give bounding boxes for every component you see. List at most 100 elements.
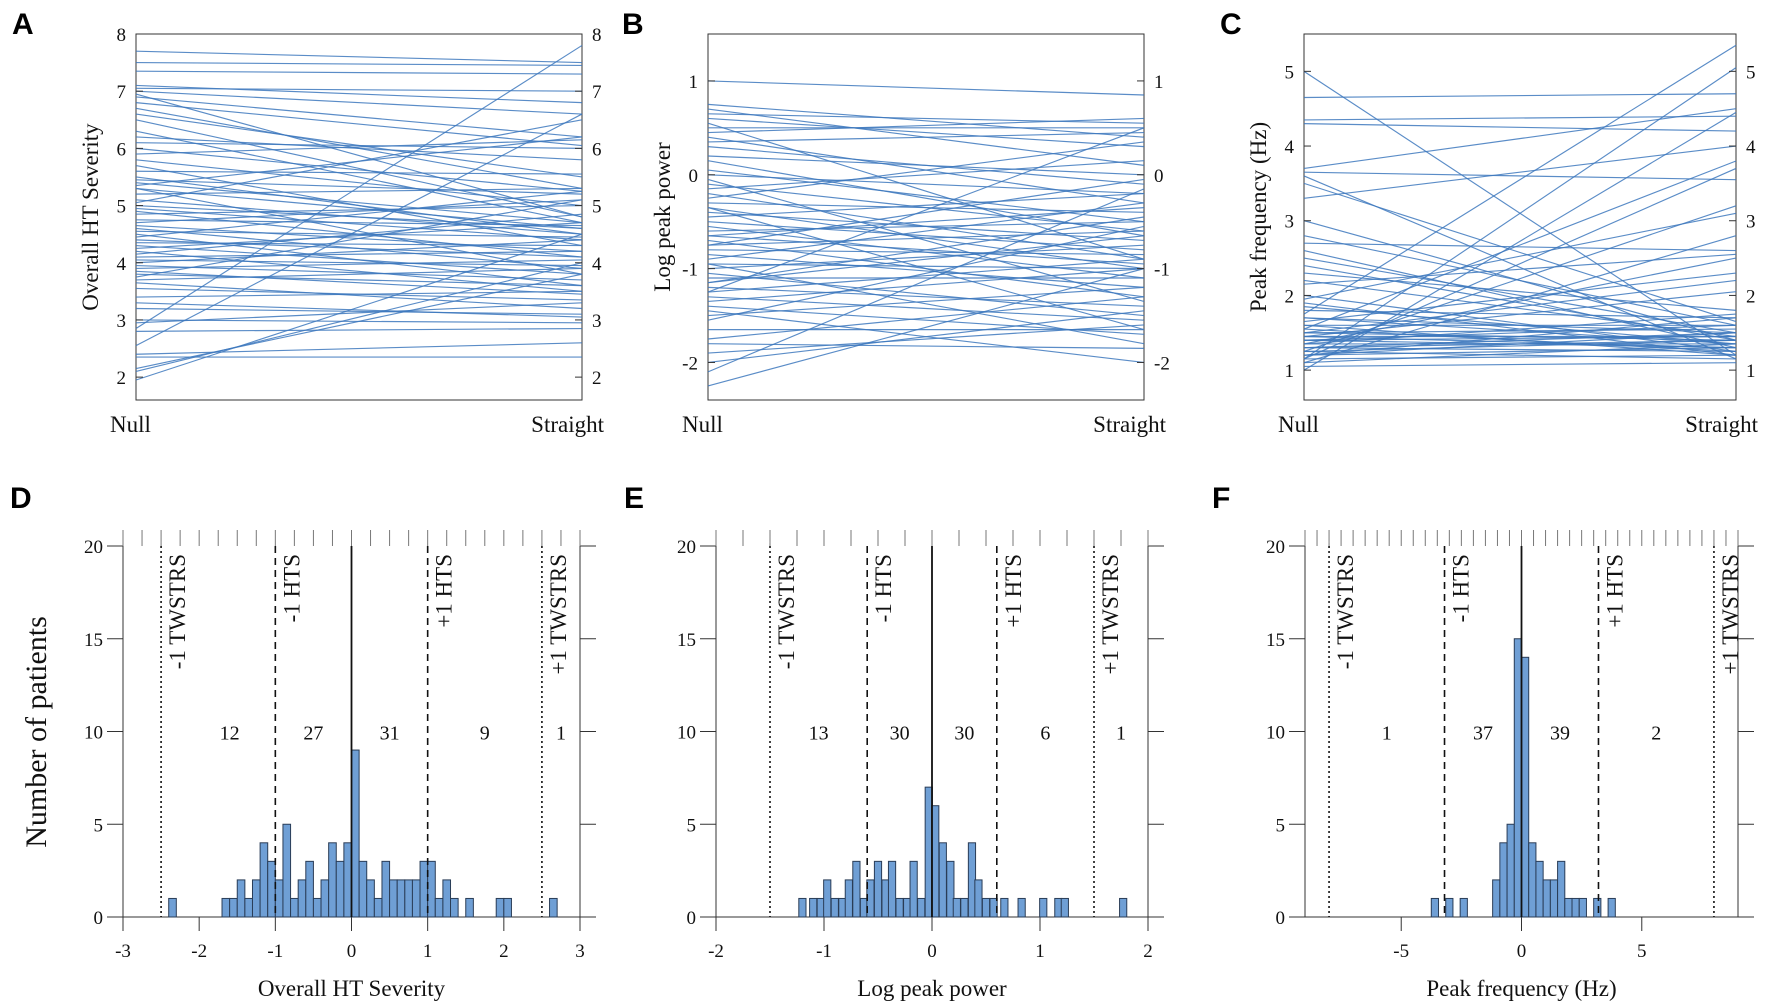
patient-line-14 — [707, 141, 1145, 199]
ytick-label-left: 3 — [1285, 212, 1295, 233]
patient-line-14 — [135, 147, 583, 192]
ytick-label: 15 — [84, 630, 103, 651]
region-count: 30 — [954, 723, 974, 745]
panel-label-e: E — [624, 482, 644, 515]
patient-line-48 — [1303, 328, 1737, 353]
patient-line-65 — [135, 270, 583, 295]
ytick-label-right: 0 — [1154, 166, 1164, 187]
histogram-bar-36 — [549, 897, 558, 918]
ytick-label: 10 — [1266, 723, 1285, 744]
histogram-bar-25 — [974, 879, 983, 918]
patient-line-30 — [1303, 335, 1737, 341]
patient-line-69 — [135, 199, 583, 278]
xtick-label: 2 — [1143, 941, 1153, 962]
patient-line-44 — [135, 259, 583, 270]
ytick-label-right: 3 — [592, 311, 602, 332]
ytick-label: 0 — [1276, 908, 1286, 929]
ytick-label-left: 2 — [117, 368, 127, 389]
patient-line-40 — [1303, 354, 1737, 360]
patient-line-41 — [1303, 67, 1737, 360]
patient-line-34 — [1303, 347, 1737, 353]
histogram-bar-7 — [1513, 638, 1522, 918]
histogram-bar-19 — [351, 749, 360, 918]
patient-line-62 — [135, 187, 583, 275]
xcat-null: Null — [1278, 412, 1319, 437]
histogram-bar-12 — [1549, 879, 1559, 918]
patient-line-4 — [707, 113, 1145, 124]
region-count: 9 — [480, 723, 490, 745]
xcat-straight: Straight — [1093, 412, 1166, 437]
patient-line-36 — [1303, 339, 1737, 353]
patient-line-42 — [135, 239, 583, 264]
patient-line-39 — [707, 225, 1145, 321]
patient-line-57 — [707, 131, 1145, 143]
patient-line-33 — [707, 286, 1145, 307]
panel-b: B -2 -2 -1 -1 0 0 1 1 Null Straight Log peak power — [622, 8, 1170, 437]
patient-line-41 — [707, 296, 1145, 340]
threshold-label: -1 TWSTRS — [774, 554, 799, 669]
ytick-label-left: 0 — [689, 166, 699, 187]
patient-line-54 — [707, 310, 1145, 364]
ytick-label-left: 4 — [1285, 137, 1295, 158]
histogram-bar-20 — [938, 842, 947, 918]
xcat-null: Null — [110, 412, 151, 437]
histogram-bar-13 — [305, 860, 314, 918]
histogram-bar-5 — [830, 897, 839, 918]
histogram-bar-7 — [259, 842, 269, 918]
histogram-bar-34 — [495, 897, 505, 918]
ytick-label: 0 — [94, 908, 104, 929]
ylabel: Peak frequency (Hz) — [1246, 122, 1271, 312]
patient-line-18 — [1303, 212, 1737, 300]
ytick-label-right: 7 — [592, 82, 602, 103]
patient-line-59 — [1303, 167, 1737, 360]
histogram-bar-4 — [236, 879, 246, 918]
panel-f: F 0 5 10 15 20 -5 0 5 -1 TWSTRS -1 HTS +1 HTS +1 TWS… — [1212, 482, 1754, 1001]
patient-line-51 — [707, 207, 1145, 237]
histogram-bar-23 — [381, 860, 391, 918]
histogram-bar-9 — [274, 879, 284, 918]
histogram-bar-16 — [1578, 897, 1587, 918]
histogram-bar-11 — [873, 860, 883, 918]
patient-line-15 — [707, 202, 1145, 213]
patient-line-42 — [707, 343, 1145, 349]
patient-line-28 — [1303, 291, 1737, 338]
patient-line-24 — [707, 230, 1145, 246]
patient-line-68 — [135, 130, 583, 224]
histogram-bar-31 — [442, 879, 452, 918]
histogram-bar-9 — [1528, 842, 1537, 918]
ytick-label-right: 4 — [1746, 137, 1756, 158]
patient-line-48 — [707, 160, 1145, 237]
xtick-label: 1 — [1035, 941, 1045, 962]
histogram-bar-14 — [895, 897, 904, 918]
patient-line-2 — [135, 62, 583, 67]
patient-line-34 — [707, 258, 1145, 293]
patient-line-25 — [1303, 160, 1737, 330]
ylabel: Log peak power — [650, 142, 675, 292]
histogram-bar-8 — [267, 860, 276, 918]
histogram-bar-2 — [809, 897, 818, 918]
patient-line-56 — [1303, 264, 1737, 341]
ytick-label: 5 — [94, 815, 104, 836]
patient-line-52 — [707, 263, 1145, 345]
xtick-label: 5 — [1637, 941, 1647, 962]
patient-line-16 — [135, 159, 583, 207]
threshold-label: +1 HTS — [1602, 554, 1627, 628]
xtick-label: 0 — [1517, 941, 1527, 962]
ytick-label-left: 3 — [117, 311, 127, 332]
patient-line-46 — [135, 267, 583, 281]
patient-line-2 — [1303, 93, 1737, 99]
histogram-bar-5 — [244, 897, 253, 918]
patient-line-7 — [135, 96, 583, 138]
ytick-label: 10 — [84, 723, 103, 744]
ytick-label: 20 — [677, 537, 696, 558]
panel-e: E 0 5 10 15 20 -2 -1 0 1 2 -1 TWSTRS -1 HTS +1 HTS +1 … — [624, 482, 1164, 1001]
histogram-bar-2 — [1445, 897, 1454, 918]
patient-line-8 — [135, 102, 583, 147]
histogram-bar-1 — [168, 897, 177, 918]
ytick-label-right: 4 — [592, 254, 602, 275]
shared-ylabel: Number of patients — [20, 616, 53, 848]
patient-line-38 — [1303, 347, 1737, 356]
patient-line-34 — [135, 190, 583, 238]
patient-line-60 — [135, 262, 583, 372]
region-count: 2 — [1651, 723, 1661, 745]
